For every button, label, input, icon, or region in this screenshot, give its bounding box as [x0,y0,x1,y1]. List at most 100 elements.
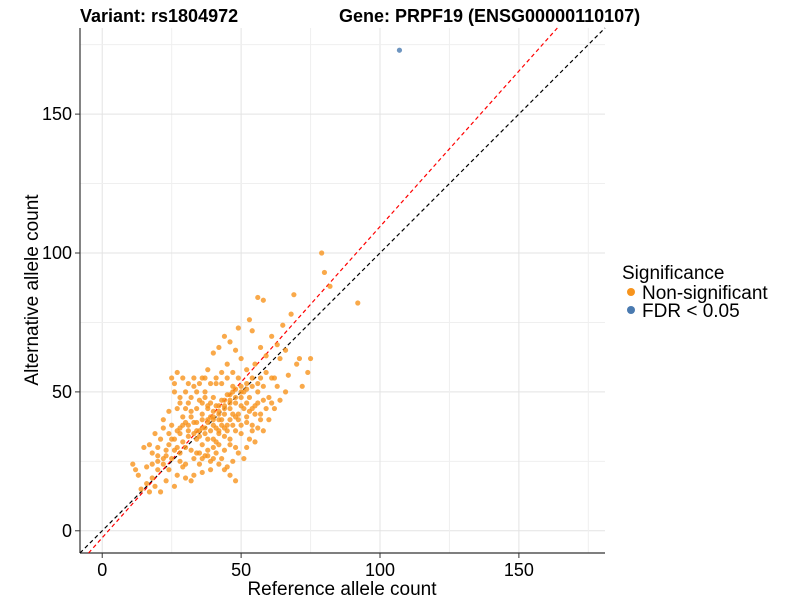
data-point-non-significant [210,350,216,356]
data-point-non-significant [227,339,233,345]
data-point-non-significant [135,472,141,478]
data-point-non-significant [252,361,258,367]
data-point-non-significant [244,444,250,451]
data-point-non-significant [210,444,216,451]
data-point-non-significant [213,425,219,431]
data-point-non-significant [169,436,175,442]
y-tick-label: 50 [52,382,72,402]
data-point-non-significant [144,464,150,470]
y-tick-label: 150 [42,104,72,124]
data-point-non-significant [205,367,211,373]
data-point-non-significant [321,269,328,276]
data-point-non-significant [210,455,216,462]
data-point-non-significant [216,344,222,351]
data-point-non-significant [169,375,175,381]
data-point-non-significant [299,383,305,389]
data-point-non-significant [246,394,253,401]
data-point-non-significant [199,442,205,448]
x-tick-label: 100 [365,560,395,580]
data-point-non-significant [266,394,272,401]
data-point-non-significant [221,397,228,403]
data-point-non-significant [169,455,175,462]
data-point-non-significant [166,430,172,437]
data-point-non-significant [180,439,186,445]
data-point-non-significant [230,369,236,376]
data-point-non-significant [160,455,166,462]
data-points [130,47,403,495]
data-point-non-significant [185,433,191,439]
data-point-non-significant [177,400,183,406]
data-point-non-significant [260,383,266,389]
data-point-non-significant [269,333,275,339]
data-point-non-significant [171,483,178,489]
data-point-non-significant [227,472,233,478]
data-point-non-significant [188,408,194,414]
data-point-non-significant [188,414,194,420]
data-point-non-significant [152,483,158,489]
data-point-non-significant [174,428,180,434]
data-point-non-significant [213,375,219,381]
data-point-non-significant [232,444,239,451]
data-point-non-significant [221,333,228,339]
data-point-non-significant [219,455,225,462]
data-point-non-significant [294,361,300,367]
data-point-non-significant [199,400,205,406]
data-point-non-significant [296,355,303,362]
data-point-non-significant [230,458,236,464]
reference-line-fit [88,27,558,554]
data-point-non-significant [149,450,155,456]
y-axis-label: Alternative allele count [22,194,43,386]
data-point-non-significant [138,486,144,492]
data-point-non-significant [216,430,222,437]
data-point-non-significant [255,400,261,406]
data-point-non-significant [182,389,189,395]
data-point-non-significant [257,417,264,423]
data-point-non-significant [199,411,205,417]
data-point-non-significant [216,411,222,417]
data-point-non-significant [274,383,280,389]
data-point-non-significant [227,436,233,442]
data-point-non-significant [327,283,333,289]
data-point-non-significant [255,294,261,301]
data-point-non-significant [180,414,186,420]
data-point-non-significant [255,380,261,387]
data-point-non-significant [188,447,194,453]
legend-label-fdr: FDR < 0.05 [642,301,740,322]
data-point-non-significant [221,433,228,439]
data-point-non-significant [196,461,203,467]
data-point-non-significant [249,328,255,334]
data-point-non-significant [227,392,233,398]
data-point-non-significant [224,375,230,381]
data-point-non-significant [146,442,153,448]
data-point-non-significant [305,369,311,376]
data-point-non-significant [238,355,244,362]
data-point-non-significant [180,422,186,428]
data-point-non-significant [174,472,180,478]
data-point-non-significant [146,489,153,495]
data-point-non-significant [166,442,172,448]
data-point-non-significant [255,389,261,395]
x-tick-label: 50 [231,560,251,580]
data-point-non-significant [227,405,233,412]
data-point-non-significant [232,428,239,434]
data-point-non-significant [269,375,275,381]
x-tick-label: 0 [97,560,107,580]
data-point-non-significant [252,411,258,417]
data-point-non-significant [171,380,178,387]
data-point-non-significant [185,380,191,387]
data-point-non-significant [205,417,211,423]
data-point-non-significant [185,428,191,434]
data-point-non-significant [238,430,244,437]
data-point-non-significant [191,455,197,462]
data-point-non-significant [199,425,205,431]
legend-swatch-non-significant [627,288,635,296]
data-point-non-significant [221,447,228,453]
data-point-non-significant [155,453,161,459]
data-point-non-significant [249,375,255,381]
data-point-non-significant [260,297,266,303]
y-tick-label: 100 [42,243,72,263]
data-point-non-significant [180,375,186,381]
data-point-non-significant [257,411,264,417]
legend-label-non-significant: Non-significant [642,283,768,304]
y-tick-label: 0 [62,521,72,541]
